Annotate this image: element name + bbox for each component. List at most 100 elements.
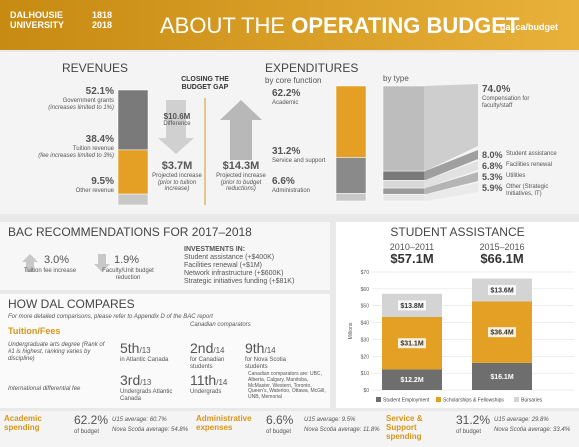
year: 1818	[92, 10, 113, 20]
value-label: $13.8M	[400, 303, 424, 310]
header-band	[0, 0, 579, 50]
investment: Facilities renewal (+$1M)	[184, 262, 262, 270]
section-title: REVENUES	[62, 61, 129, 75]
y-tick-label: $30	[361, 337, 370, 343]
label: Facilities renewal	[506, 162, 553, 168]
icon-up	[22, 254, 38, 272]
rank: 5th/13	[120, 340, 151, 358]
value: 5.3%	[482, 172, 503, 182]
y-tick-label: $50	[361, 304, 370, 310]
rank-label: Undergrads	[190, 389, 222, 395]
bac-item: 3.0%	[44, 254, 69, 267]
footer-panel	[0, 411, 579, 447]
investment: Network infrastructure (+$600K)	[184, 270, 284, 278]
logo: DALHOUSIE UNIVERSITY	[10, 10, 64, 31]
rank-part: 5th	[120, 340, 140, 356]
label: Administration	[272, 188, 311, 194]
title-prefix: ABOUT THE	[160, 13, 286, 38]
label: Compensation for faculty/staff	[482, 96, 530, 109]
subtitle: by core function	[265, 76, 322, 85]
rank: 3rd/13	[120, 372, 151, 390]
value: 5.9%	[482, 183, 503, 193]
rank: 2nd/14	[190, 340, 224, 358]
note: Canadian comparators are: UBC, Alberta, …	[248, 371, 326, 400]
expense-increase: $14.3M Projected increase (prior to budget…	[212, 160, 270, 193]
flow	[425, 172, 478, 195]
rank-label: for Nova Scotia students	[245, 357, 287, 370]
label: Tuition fee increase	[23, 268, 77, 274]
label: Academic	[272, 100, 299, 106]
arrow-down	[158, 100, 194, 154]
value-label: $12.2M	[400, 377, 424, 384]
rank-label: in Atlantic Canada	[120, 357, 169, 363]
label: Service and support	[272, 158, 326, 164]
value: 62.2%	[272, 88, 301, 99]
subtitle: Canadian comparators	[190, 322, 251, 328]
logo-line: DALHOUSIE	[10, 10, 64, 20]
rank-part: /13	[139, 346, 151, 355]
bar-segment	[117, 89, 149, 151]
section-title: STUDENT ASSISTANCE	[390, 225, 525, 239]
note: For more detailed comparisons, please re…	[8, 314, 213, 320]
footer-value: 6.6%	[266, 413, 294, 427]
label: Tuition revenue	[72, 146, 114, 152]
amount: $10.6M	[163, 112, 191, 121]
difference: $10.6M Difference	[150, 112, 204, 128]
footer-ns: Nova Scotia average: 54.8%	[112, 427, 189, 433]
url: dal.ca/budget	[500, 22, 559, 32]
value: 31.2%	[272, 146, 301, 157]
bar-segment	[382, 193, 426, 202]
value: 8.0%	[482, 150, 503, 160]
bar	[472, 362, 532, 390]
row-label: International differential fee	[8, 386, 81, 392]
section-title: CLOSING THE BUDGET GAP	[181, 76, 229, 92]
label: Student assistance	[506, 151, 557, 157]
flow	[425, 161, 478, 189]
legend-label: Scholarships & Fellowships	[443, 398, 504, 404]
category: 2015–2016	[479, 242, 525, 252]
rank-part: /13	[140, 378, 152, 387]
y-tick-label: $0	[363, 388, 369, 394]
value-label-box	[488, 327, 516, 338]
label: Other (Strategic Initiatives, IT)	[506, 184, 549, 197]
rank-part: 11th	[190, 372, 217, 388]
bar-segment	[117, 149, 149, 195]
amount: $14.3M	[222, 160, 260, 172]
label: Difference	[163, 121, 191, 128]
page-title: ABOUT THE OPERATING BUDGET	[160, 13, 519, 38]
footer-title: Administrative expenses	[196, 414, 252, 433]
category: 2010–2011	[389, 242, 435, 252]
rank: 11th/14	[190, 372, 227, 390]
label: Government grants	[62, 98, 114, 104]
footer-title: Service & Support spending	[386, 414, 423, 442]
value-label: $36.4M	[490, 330, 514, 337]
note: (prior to tuition increase)	[157, 179, 197, 193]
value: 6.6%	[272, 176, 295, 187]
rank-label: Undergrads Atlantic Canada	[120, 389, 173, 402]
compare-panel	[0, 294, 330, 408]
value-label: $16.1M	[490, 374, 514, 381]
footer-ns: Nova Scotia average: 11.8%	[304, 427, 380, 433]
assistance-panel	[336, 222, 579, 408]
footer-title: Academic spending	[4, 414, 42, 433]
value-label-box	[488, 285, 516, 296]
label: Utilities	[506, 173, 526, 179]
legend-swatch	[514, 397, 519, 402]
note: (fee increases limited to 3%)	[38, 153, 114, 159]
section-title: EXPENDITURES	[265, 61, 359, 75]
y-tick-label: $10	[361, 371, 370, 377]
value-label-box	[398, 300, 426, 311]
footer-ns: Nova Scotia average: 33.4%	[494, 427, 571, 433]
footer-label: of budget	[266, 429, 292, 435]
rank-label: for Canadian students	[190, 357, 225, 370]
rank-part: /14	[264, 346, 276, 355]
rank-part: 3rd	[120, 372, 141, 388]
y-tick-label: $40	[361, 321, 370, 327]
legend-label: Bursaries	[521, 398, 543, 404]
bar-segment	[335, 193, 367, 202]
investment: Strategic initiatives funding (+$81K)	[184, 278, 295, 286]
flow	[425, 150, 478, 181]
y-tick-label: $60	[361, 287, 370, 293]
